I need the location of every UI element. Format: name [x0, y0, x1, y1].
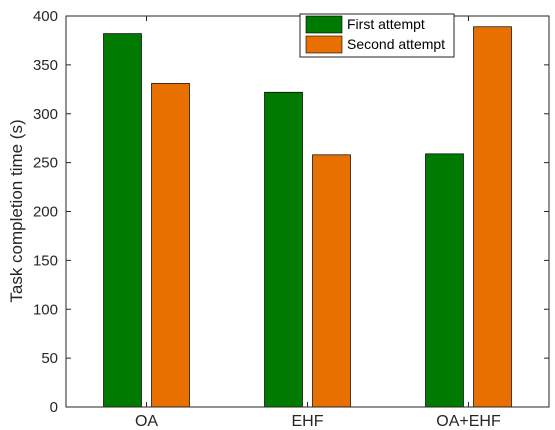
y-tick-label: 300: [33, 106, 58, 123]
legend-swatch-first-attempt: [305, 15, 343, 34]
legend-swatch-second-attempt: [305, 35, 343, 54]
bar-ehf-series-2: [312, 154, 351, 408]
y-tick-label: 250: [33, 155, 58, 172]
x-tick-label: OA+EHF: [436, 413, 501, 430]
bar-oa-series-2: [151, 83, 190, 408]
y-tick-label: 100: [33, 301, 58, 318]
axes-group: 0 50 100 150 200 250 300 350 400 OA EHF OA+EHF: [33, 8, 550, 430]
y-tick-label: 0: [50, 399, 58, 416]
bar-oa-series-1: [103, 33, 142, 408]
plot-area: [66, 16, 549, 407]
bar-oa-ehf-series-1: [425, 153, 464, 408]
legend-label-second-attempt: Second attempt: [347, 36, 445, 52]
y-tick-label: 50: [41, 350, 58, 367]
y-axis-title: Task completion time (s): [7, 119, 26, 302]
bar-ehf-series-1: [264, 91, 303, 408]
y-tick-label: 200: [33, 204, 58, 221]
bars-group: [103, 26, 512, 408]
legend-label-first-attempt: First attempt: [347, 16, 425, 32]
y-tick-label: 350: [33, 57, 58, 74]
bar-oa-ehf-series-2: [473, 26, 512, 408]
y-tick-label: 400: [33, 8, 58, 25]
legend: First attempt Second attempt: [299, 13, 455, 58]
x-tick-label: EHF: [292, 413, 324, 430]
y-tick-label: 150: [33, 252, 58, 269]
x-tick-label: OA: [135, 413, 158, 430]
